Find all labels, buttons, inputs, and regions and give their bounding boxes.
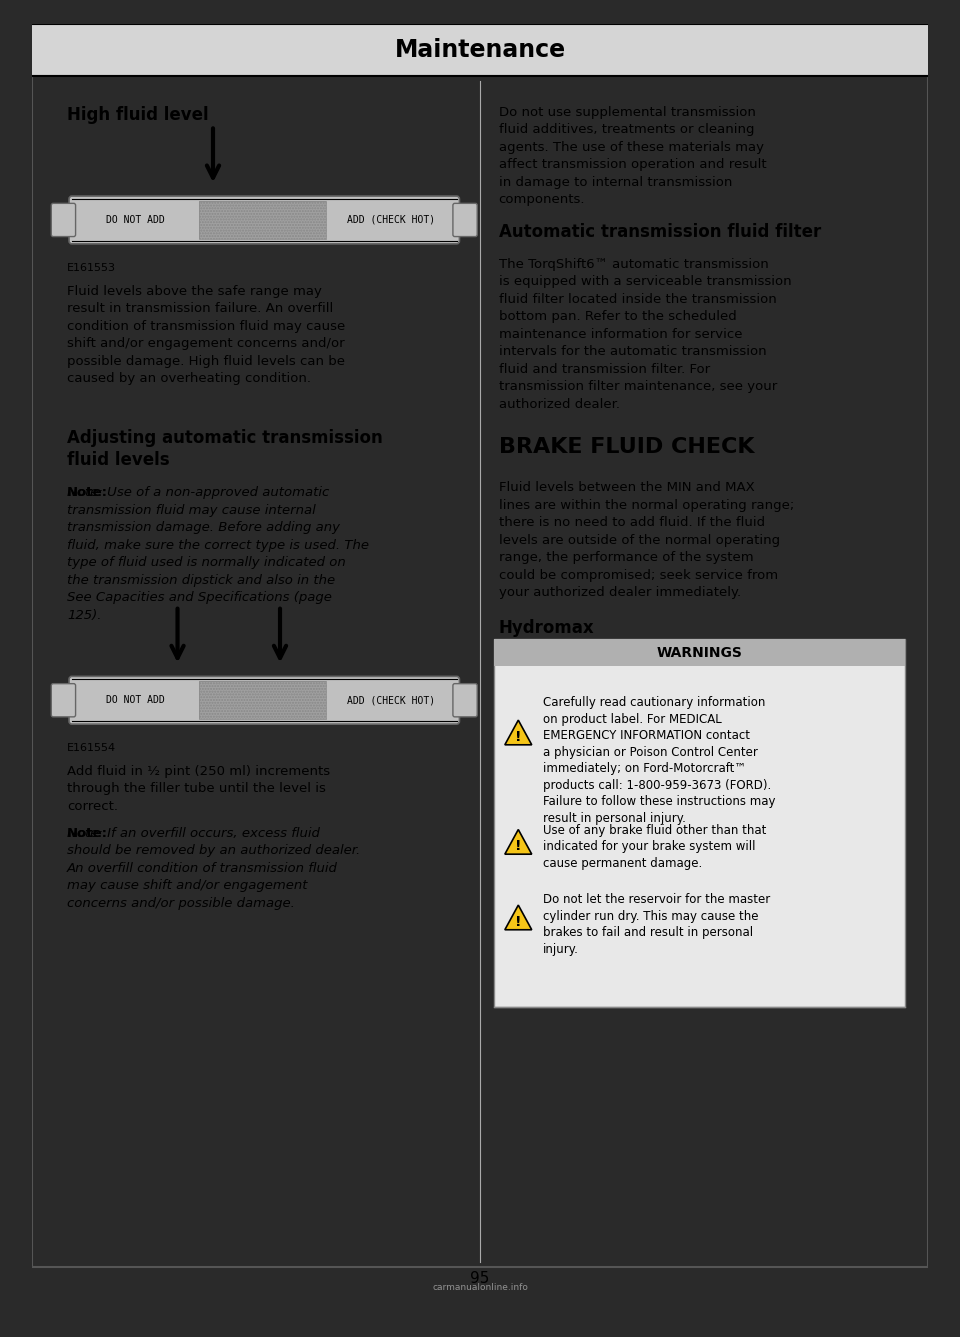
Text: !: ! bbox=[516, 730, 521, 743]
Bar bbox=[199, 682, 325, 719]
FancyBboxPatch shape bbox=[453, 203, 477, 237]
Bar bbox=[199, 201, 325, 239]
FancyBboxPatch shape bbox=[51, 203, 76, 237]
Text: Adjusting automatic transmission
fluid levels: Adjusting automatic transmission fluid l… bbox=[67, 429, 383, 469]
Text: Use of any brake fluid other than that
indicated for your brake system will
caus: Use of any brake fluid other than that i… bbox=[542, 824, 766, 869]
Bar bbox=[494, 639, 905, 1007]
FancyBboxPatch shape bbox=[51, 683, 76, 717]
Text: DO NOT ADD: DO NOT ADD bbox=[106, 695, 165, 705]
FancyBboxPatch shape bbox=[69, 197, 460, 243]
Text: DO NOT ADD: DO NOT ADD bbox=[106, 215, 165, 225]
Text: Note: Use of a non-approved automatic
transmission fluid may cause internal
tran: Note: Use of a non-approved automatic tr… bbox=[67, 487, 370, 622]
Text: BRAKE FLUID CHECK: BRAKE FLUID CHECK bbox=[498, 437, 755, 457]
Text: Note:: Note: bbox=[67, 487, 108, 500]
Text: Automatic transmission fluid filter: Automatic transmission fluid filter bbox=[498, 223, 821, 241]
Polygon shape bbox=[505, 721, 532, 745]
Text: Do not use supplemental transmission
fluid additives, treatments or cleaning
age: Do not use supplemental transmission flu… bbox=[498, 106, 766, 206]
Text: Note:: Note: bbox=[67, 826, 108, 840]
Text: Maintenance: Maintenance bbox=[395, 37, 565, 62]
Text: E161554: E161554 bbox=[67, 743, 116, 753]
Text: High fluid level: High fluid level bbox=[67, 106, 208, 123]
Polygon shape bbox=[505, 829, 532, 854]
Text: !: ! bbox=[516, 840, 521, 853]
Polygon shape bbox=[505, 905, 532, 929]
Text: The TorqShift6™ automatic transmission
is equipped with a serviceable transmissi: The TorqShift6™ automatic transmission i… bbox=[498, 258, 791, 410]
Text: 95: 95 bbox=[470, 1271, 490, 1286]
Text: WARNINGS: WARNINGS bbox=[657, 646, 742, 659]
Text: ADD (CHECK HOT): ADD (CHECK HOT) bbox=[348, 695, 435, 705]
Bar bbox=[494, 639, 905, 666]
Text: Add fluid in ½ pint (250 ml) increments
through the filler tube until the level : Add fluid in ½ pint (250 ml) increments … bbox=[67, 765, 330, 813]
Text: Hydromax: Hydromax bbox=[498, 619, 594, 636]
Text: Note: If an overfill occurs, excess fluid
should be removed by an authorized dea: Note: If an overfill occurs, excess flui… bbox=[67, 826, 360, 909]
FancyBboxPatch shape bbox=[453, 683, 477, 717]
Bar bbox=[32, 24, 928, 76]
Text: E161553: E161553 bbox=[67, 263, 116, 273]
FancyBboxPatch shape bbox=[69, 677, 460, 725]
Bar bbox=[199, 201, 325, 239]
Text: Fluid levels between the MIN and MAX
lines are within the normal operating range: Fluid levels between the MIN and MAX lin… bbox=[498, 481, 794, 599]
Text: ADD (CHECK HOT): ADD (CHECK HOT) bbox=[348, 215, 435, 225]
Text: carmanualonline.info: carmanualonline.info bbox=[432, 1284, 528, 1292]
Text: Carefully read cautionary information
on product label. For MEDICAL
EMERGENCY IN: Carefully read cautionary information on… bbox=[542, 697, 775, 825]
Text: Fluid levels above the safe range may
result in transmission failure. An overfil: Fluid levels above the safe range may re… bbox=[67, 285, 346, 385]
Bar bbox=[199, 682, 325, 719]
Text: !: ! bbox=[516, 915, 521, 929]
Text: Do not let the reservoir for the master
cylinder run dry. This may cause the
bra: Do not let the reservoir for the master … bbox=[542, 893, 770, 956]
